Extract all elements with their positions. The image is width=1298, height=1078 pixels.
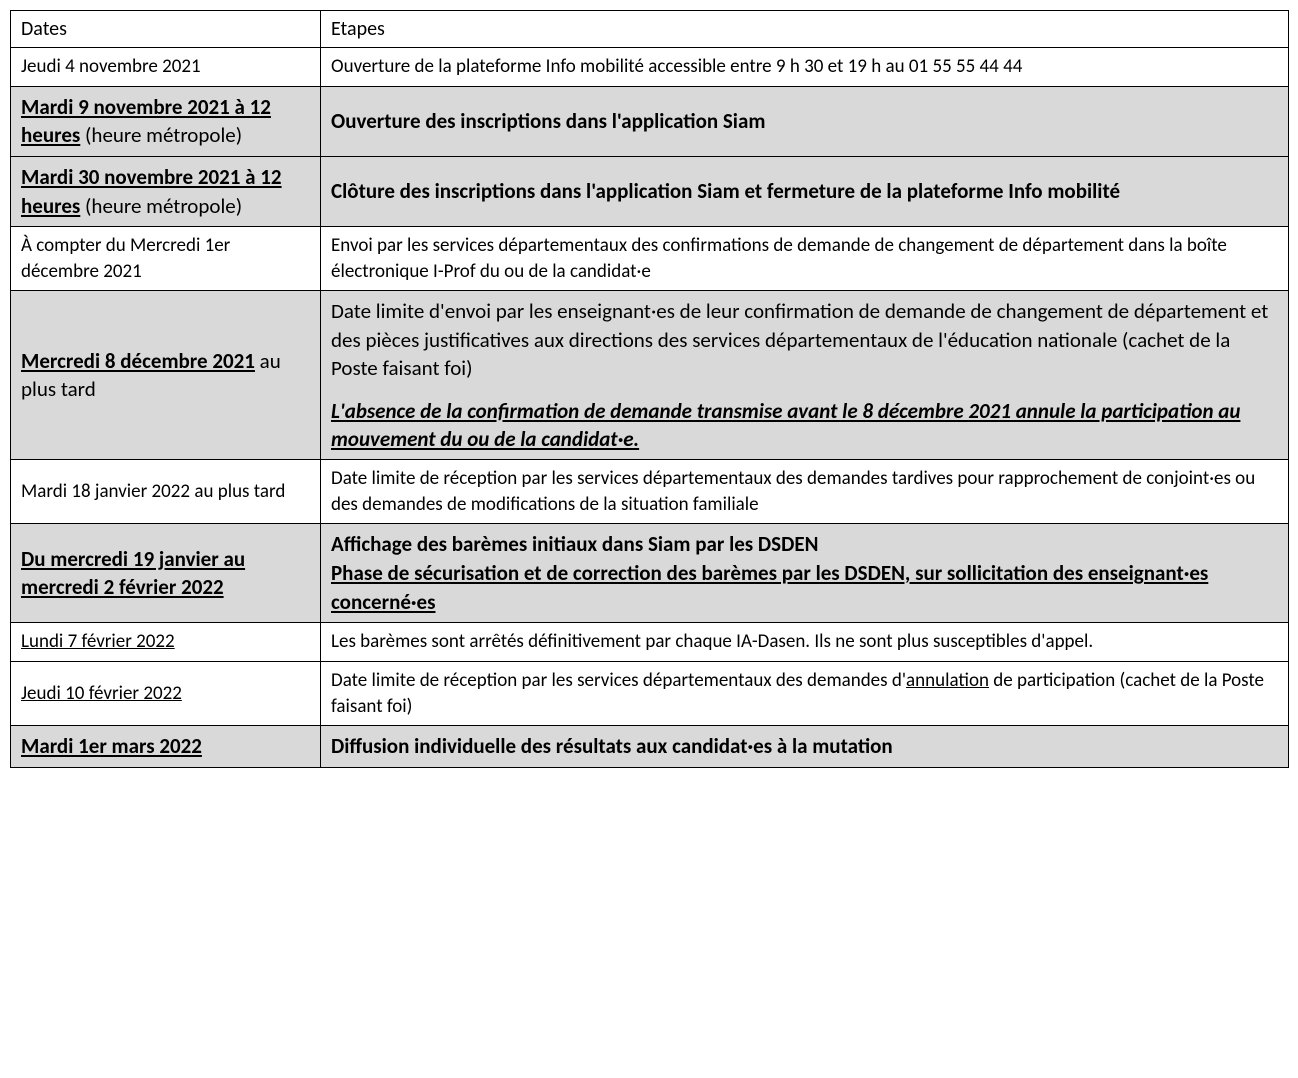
cell-date: Mardi 9 novembre 2021 à 12 heures (heure… bbox=[11, 86, 321, 156]
cell-date: À compter du Mercredi 1er décembre 2021 bbox=[11, 227, 321, 291]
cell-date: Jeudi 4 novembre 2021 bbox=[11, 48, 321, 87]
cell-date: Mardi 18 janvier 2022 au plus tard bbox=[11, 460, 321, 524]
table-row: Mardi 9 novembre 2021 à 12 heures (heure… bbox=[11, 86, 1289, 156]
table-row: Jeudi 4 novembre 2021Ouverture de la pla… bbox=[11, 48, 1289, 87]
cell-etape: Les barèmes sont arrêtés définitivement … bbox=[321, 623, 1289, 662]
cell-etape: Diffusion individuelle des résultats aux… bbox=[321, 726, 1289, 768]
table-row: Lundi 7 février 2022Les barèmes sont arr… bbox=[11, 623, 1289, 662]
cell-etape: Date limite d'envoi par les enseignant·e… bbox=[321, 291, 1289, 460]
cell-etape: Clôture des inscriptions dans l'applicat… bbox=[321, 156, 1289, 226]
cell-etape: Ouverture des inscriptions dans l'applic… bbox=[321, 86, 1289, 156]
col-header-dates: Dates bbox=[11, 11, 321, 48]
calendar-table: Dates Etapes Jeudi 4 novembre 2021Ouvert… bbox=[10, 10, 1289, 768]
col-header-etapes: Etapes bbox=[321, 11, 1289, 48]
cell-etape: Affichage des barèmes initiaux dans Siam… bbox=[321, 524, 1289, 623]
cell-etape: Envoi par les services départementaux de… bbox=[321, 227, 1289, 291]
cell-etape: Ouverture de la plateforme Info mobilité… bbox=[321, 48, 1289, 87]
table-row: Mardi 1er mars 2022Diffusion individuell… bbox=[11, 726, 1289, 768]
table-row: Mardi 18 janvier 2022 au plus tardDate l… bbox=[11, 460, 1289, 524]
table-row: À compter du Mercredi 1er décembre 2021E… bbox=[11, 227, 1289, 291]
table-row: Du mercredi 19 janvier au mercredi 2 fév… bbox=[11, 524, 1289, 623]
cell-etape: Date limite de réception par les service… bbox=[321, 460, 1289, 524]
cell-date: Mercredi 8 décembre 2021 au plus tard bbox=[11, 291, 321, 460]
cell-date: Mardi 1er mars 2022 bbox=[11, 726, 321, 768]
table-header-row: Dates Etapes bbox=[11, 11, 1289, 48]
cell-date: Du mercredi 19 janvier au mercredi 2 fév… bbox=[11, 524, 321, 623]
table-row: Mercredi 8 décembre 2021 au plus tardDat… bbox=[11, 291, 1289, 460]
table-row: Mardi 30 novembre 2021 à 12 heures (heur… bbox=[11, 156, 1289, 226]
table-row: Jeudi 10 février 2022Date limite de réce… bbox=[11, 662, 1289, 726]
table-body: Jeudi 4 novembre 2021Ouverture de la pla… bbox=[11, 48, 1289, 768]
cell-etape: Date limite de réception par les service… bbox=[321, 662, 1289, 726]
cell-date: Jeudi 10 février 2022 bbox=[11, 662, 321, 726]
cell-date: Mardi 30 novembre 2021 à 12 heures (heur… bbox=[11, 156, 321, 226]
cell-date: Lundi 7 février 2022 bbox=[11, 623, 321, 662]
